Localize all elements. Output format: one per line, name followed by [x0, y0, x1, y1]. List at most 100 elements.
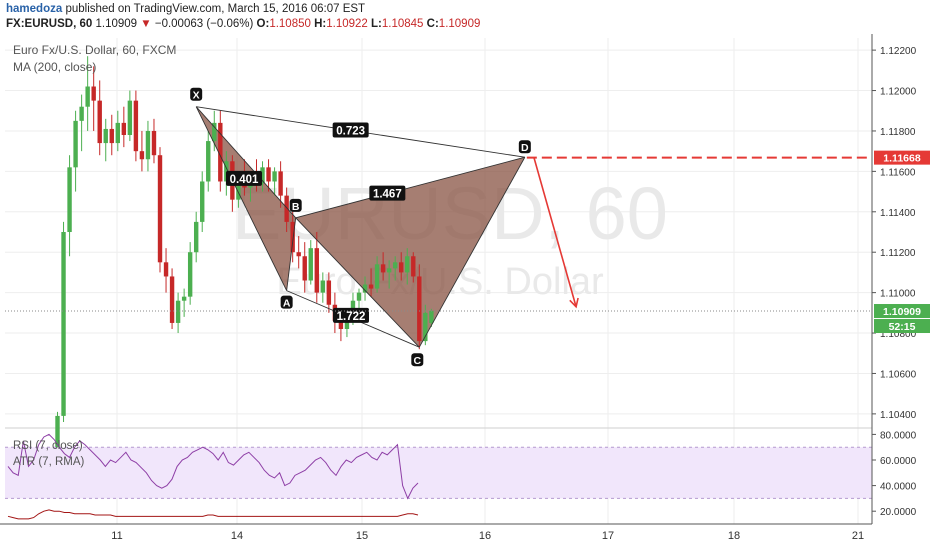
target-price-tag-box: [874, 150, 930, 165]
point-label-a[interactable]: A: [283, 298, 291, 310]
time-tick-label: 14: [231, 530, 243, 542]
point-label-box[interactable]: [280, 295, 293, 309]
low-value: 1.10845: [381, 18, 424, 30]
candle-body: [362, 284, 368, 293]
ratio-box[interactable]: [332, 122, 369, 138]
pattern-labels[interactable]: X A B C D 0.723 0.401 1.467 1.722: [190, 87, 531, 367]
candle-body: [423, 312, 428, 342]
countdown-tag: 52:15: [889, 321, 916, 333]
candle-body: [163, 262, 169, 277]
candle-body: [411, 256, 416, 277]
candle-body: [73, 120, 78, 168]
candle-body: [85, 86, 90, 107]
candle-body: [206, 141, 211, 182]
atr-line: [7, 509, 419, 520]
price-tick-label: 1.11800: [880, 127, 916, 138]
candle-body: [417, 276, 422, 342]
rsi-legend: RSI (7, close): [13, 440, 83, 452]
candle-body: [139, 151, 145, 160]
candle-body: [278, 171, 283, 196]
ratio-label[interactable]: 1.722: [337, 311, 366, 323]
price-tick-label: 1.12000: [880, 87, 917, 98]
projection-arrowhead-icon[interactable]: [569, 297, 579, 309]
cd-line[interactable]: [418, 157, 526, 348]
rsi-tick-label: 40.0000: [880, 482, 917, 493]
candle-body: [260, 167, 265, 184]
target-overlay[interactable]: [526, 156, 872, 309]
published-text: published on TradingView.com, March 15, …: [65, 3, 366, 15]
candle-body: [308, 248, 313, 281]
candle-body: [200, 181, 205, 222]
ratio-box[interactable]: [226, 170, 262, 186]
candle-body: [320, 280, 326, 293]
axes: 1.12200 1.12000 1.11800 1.11600 1.11400 1.112…: [0, 34, 932, 550]
candle-body: [386, 268, 392, 273]
candle-body: [175, 300, 181, 323]
chart-canvas[interactable]: EURUSD, 60 Euro Fx/U.S. Dollar XABCD0.72…: [0, 34, 932, 550]
candle-body: [97, 100, 102, 144]
rsi-line: [7, 433, 419, 500]
ratio-label[interactable]: 0.401: [230, 174, 259, 186]
bcd-triangle[interactable]: [295, 157, 525, 348]
price-tick-label: 1.11000: [880, 289, 916, 300]
point-label-box[interactable]: [411, 353, 424, 367]
candle-body: [133, 100, 139, 152]
ratio-box[interactable]: [333, 307, 369, 323]
high-value: 1.10922: [326, 18, 368, 30]
point-label-c[interactable]: C: [414, 355, 422, 367]
candle-body: [284, 195, 289, 222]
point-label-box[interactable]: [190, 87, 203, 101]
chart-header: hamedoza published on TradingView.com, M…: [0, 0, 932, 34]
candle-body: [115, 122, 120, 144]
point-label-x[interactable]: X: [193, 90, 200, 102]
quote-line: FX:EURUSD, 60 1.10909 ▼ −0.00063 (−0.06%…: [6, 18, 480, 30]
change-value: −0.00063 (−0.06%): [154, 18, 254, 30]
ab-line[interactable]: [286, 217, 297, 291]
bd-line[interactable]: [295, 156, 525, 219]
point-label-d[interactable]: D: [521, 142, 529, 154]
symbol-label[interactable]: FX:EURUSD, 60: [6, 18, 93, 30]
time-tick-label: 16: [479, 530, 491, 542]
publish-line: hamedoza published on TradingView.com, M…: [6, 3, 365, 15]
candle-body: [181, 296, 187, 301]
candle-body: [121, 122, 127, 135]
candle-body: [356, 292, 362, 301]
ratio-label[interactable]: 1.467: [373, 189, 402, 201]
author-link[interactable]: hamedoza: [6, 3, 63, 15]
candle-body: [61, 232, 66, 416]
candle-body: [338, 320, 344, 329]
projection-arrow-line[interactable]: [533, 157, 577, 307]
candle-body: [169, 276, 175, 323]
xb-line[interactable]: [195, 106, 297, 219]
xa-line[interactable]: [195, 106, 288, 291]
point-label-box[interactable]: [289, 198, 302, 212]
point-label-b[interactable]: B: [292, 201, 300, 213]
price-axis-background: [872, 34, 932, 550]
candle-body: [302, 256, 307, 281]
bc-line[interactable]: [295, 217, 420, 348]
candle-body: [429, 310, 434, 323]
atr-legend: ATR (7, RMA): [13, 456, 85, 468]
candle-body: [91, 86, 96, 101]
last-price-tag-box: [874, 304, 930, 319]
candle-body: [145, 130, 151, 160]
rsi-panel: [5, 433, 872, 520]
target-price-tag: 1.11668: [883, 153, 921, 165]
legends: Euro Fx/U.S. Dollar, 60, FXCM MA (200, c…: [13, 43, 176, 468]
ratio-box[interactable]: [369, 185, 406, 201]
price-tick-label: 1.10600: [880, 369, 917, 380]
candle-body: [157, 155, 163, 263]
candle-body: [272, 171, 277, 182]
rsi-band: [5, 447, 872, 499]
candle-body: [109, 128, 114, 144]
ratio-label[interactable]: 0.723: [336, 125, 365, 137]
candle-body: [236, 179, 241, 200]
time-tick-label: 15: [356, 530, 368, 542]
candlestick-series: [55, 56, 434, 471]
point-label-box[interactable]: [518, 140, 531, 154]
candle-body: [326, 280, 332, 305]
price-tick-label: 1.11200: [880, 248, 916, 259]
candle-body: [193, 221, 199, 253]
candle-body: [296, 252, 301, 257]
rsi-tick-label: 80.0000: [880, 430, 917, 441]
